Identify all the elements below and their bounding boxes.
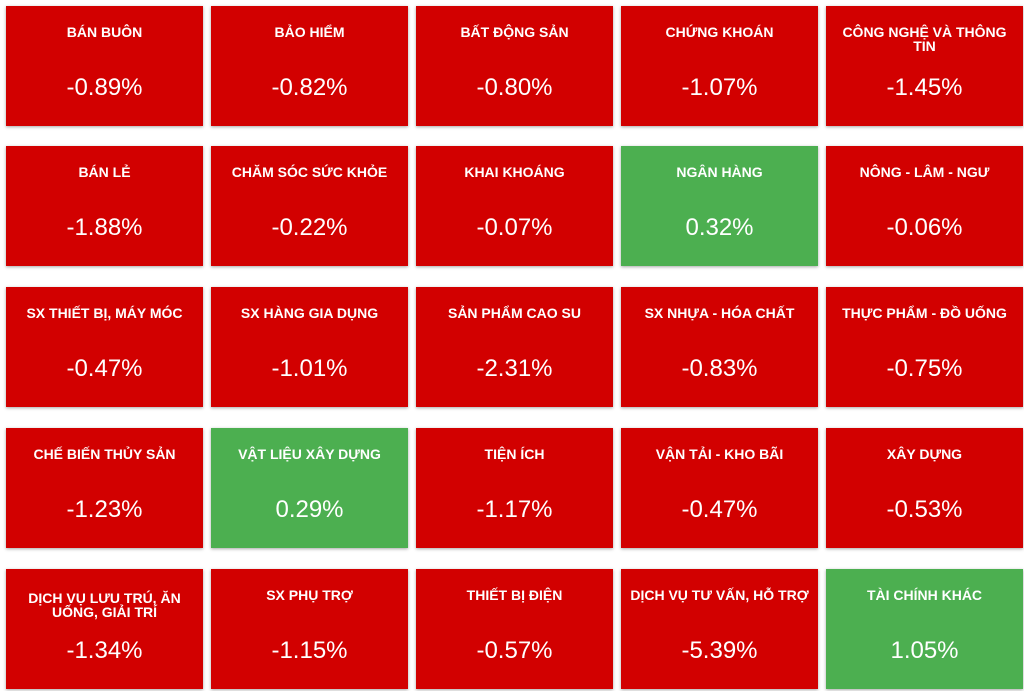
sector-name: CHẾ BIẾN THỦY SẢN [33,446,176,462]
sector-tile[interactable]: VẬT LIỆU XÂY DỰNG 0.29% [211,428,408,548]
sector-change: -1.01% [271,355,348,382]
sector-tile[interactable]: BÁN BUÔN -0.89% [6,6,203,126]
sector-name: BÁN BUÔN [66,24,143,40]
sector-change: -1.17% [476,496,553,523]
sector-tile[interactable]: TIỆN ÍCH -1.17% [416,428,613,548]
sector-change: 0.29% [275,496,344,523]
sector-tile[interactable]: SX THIẾT BỊ, MÁY MÓC -0.47% [6,287,203,407]
sector-name: XÂY DỰNG [886,446,963,462]
sector-change: -5.39% [681,637,758,664]
sector-change: -0.82% [271,74,348,101]
sector-change: -1.23% [66,496,143,523]
sector-name: THIẾT BỊ ĐIỆN [466,587,563,603]
sector-change: -1.88% [66,214,143,241]
sector-name: BÁN LẺ [78,164,131,180]
sector-change: -1.15% [271,637,348,664]
sector-name: DỊCH VỤ TƯ VẤN, HỖ TRỢ [630,587,809,603]
sector-name: BẤT ĐỘNG SẢN [460,24,569,40]
sector-tile[interactable]: THIẾT BỊ ĐIỆN -0.57% [416,569,613,689]
sector-name: TÀI CHÍNH KHÁC [866,587,983,603]
sector-tile[interactable]: BÁN LẺ -1.88% [6,146,203,266]
sector-tile[interactable]: NÔNG - LÂM - NGƯ -0.06% [826,146,1023,266]
sector-tile[interactable]: VẬN TẢI - KHO BÃI -0.47% [621,428,818,548]
sector-name: DỊCH VỤ LƯU TRÚ, ĂN UỐNG, GIẢI TRÍ [28,590,181,620]
sector-change: -0.57% [476,637,553,664]
sector-change: -0.89% [66,74,143,101]
sector-name: SX PHỤ TRỢ [266,587,353,603]
sector-tile[interactable]: CHĂM SÓC SỨC KHỎE -0.22% [211,146,408,266]
sector-name: NÔNG - LÂM - NGƯ [859,164,990,180]
sector-tile[interactable]: CHẾ BIẾN THỦY SẢN -1.23% [6,428,203,548]
sector-change: 1.05% [890,637,959,664]
sector-change: -0.75% [886,355,963,382]
sector-tile[interactable]: XÂY DỰNG -0.53% [826,428,1023,548]
sector-tile[interactable]: SẢN PHẨM CAO SU -2.31% [416,287,613,407]
sector-tile[interactable]: BẢO HIỂM -0.82% [211,6,408,126]
sector-name: CHĂM SÓC SỨC KHỎE [231,164,388,180]
sector-tile[interactable]: BẤT ĐỘNG SẢN -0.80% [416,6,613,126]
sector-tile[interactable]: SX NHỰA - HÓA CHẤT -0.83% [621,287,818,407]
sector-tile[interactable]: TÀI CHÍNH KHÁC 1.05% [826,569,1023,689]
sector-change: -0.53% [886,496,963,523]
sector-name: CHỨNG KHOÁN [665,24,774,40]
sector-change: -0.07% [476,214,553,241]
sector-name: SX HÀNG GIA DỤNG [240,305,379,321]
sector-change: -0.22% [271,214,348,241]
sector-name: KHAI KHOÁNG [464,164,565,180]
sector-name: VẬT LIỆU XÂY DỰNG [238,446,381,462]
sector-change: -0.47% [66,355,143,382]
sector-change: -1.45% [886,74,963,101]
sector-change: -0.83% [681,355,758,382]
sector-tile[interactable]: DỊCH VỤ LƯU TRÚ, ĂN UỐNG, GIẢI TRÍ -1.34… [6,569,203,689]
sector-tile[interactable]: NGÂN HÀNG 0.32% [621,146,818,266]
sector-tile[interactable]: CÔNG NGHỆ VÀ THÔNG TIN -1.45% [826,6,1023,126]
sector-change: -0.47% [681,496,758,523]
sector-change: 0.32% [685,214,754,241]
sector-tile[interactable]: SX HÀNG GIA DỤNG -1.01% [211,287,408,407]
sector-tile[interactable]: CHỨNG KHOÁN -1.07% [621,6,818,126]
sector-tile[interactable]: DỊCH VỤ TƯ VẤN, HỖ TRỢ -5.39% [621,569,818,689]
sector-change: -0.06% [886,214,963,241]
sector-tile[interactable]: THỰC PHẨM - ĐỒ UỐNG -0.75% [826,287,1023,407]
sector-change: -2.31% [476,355,553,382]
sector-name: VẬN TẢI - KHO BÃI [655,446,784,462]
sector-name: SX THIẾT BỊ, MÁY MÓC [26,305,183,321]
sector-name: SX NHỰA - HÓA CHẤT [644,305,795,321]
sector-change: -1.07% [681,74,758,101]
sector-name: THỰC PHẨM - ĐỒ UỐNG [842,305,1007,321]
sector-tile[interactable]: KHAI KHOÁNG -0.07% [416,146,613,266]
sector-name: CÔNG NGHỆ VÀ THÔNG TIN [842,24,1007,54]
sector-name: NGÂN HÀNG [676,164,763,180]
sector-change: -0.80% [476,74,553,101]
sector-name: TIỆN ÍCH [484,446,545,462]
sector-tile[interactable]: SX PHỤ TRỢ -1.15% [211,569,408,689]
sector-name: SẢN PHẨM CAO SU [447,305,581,321]
sector-name: BẢO HIỂM [274,24,345,40]
sector-change: -1.34% [66,637,143,664]
